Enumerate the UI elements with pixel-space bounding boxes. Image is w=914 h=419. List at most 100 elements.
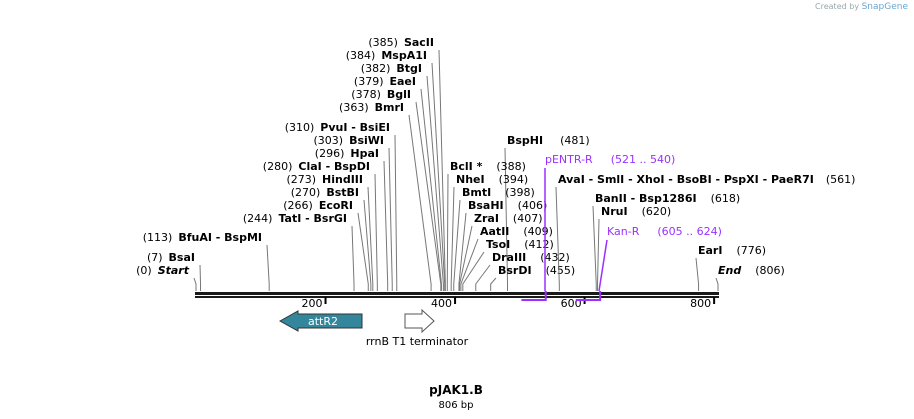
site-label-avai[interactable]: AvaI - SmlI - XhoI - BsoBI - PspXI - Pae… [558, 173, 855, 186]
site-connector-line [363, 199, 372, 291]
site-label-zrai[interactable]: ZraI (407) [474, 212, 543, 225]
snapgene-credit: Created by SnapGene [815, 2, 908, 12]
site-label-hpai[interactable]: (296) HpaI [315, 147, 379, 160]
site-label-ecori[interactable]: (266) EcoRI [283, 199, 353, 212]
site-name: NruI [601, 205, 628, 218]
site-position: (455) [546, 264, 576, 277]
site-connector-line [438, 49, 446, 291]
primer-binding-mark [575, 291, 602, 301]
site-position: (113) [143, 231, 173, 244]
site-label-end[interactable]: End (806) [718, 264, 785, 277]
site-label-bsrdi[interactable]: BsrDI (455) [498, 264, 575, 277]
site-connector-line [459, 225, 473, 291]
site-name: DraIII [492, 251, 526, 264]
site-label-nrui[interactable]: NruI (620) [601, 205, 671, 218]
site-name: BmrI [375, 101, 404, 114]
site-position: (806) [755, 264, 785, 277]
primer-label-kan-r[interactable]: Kan-R (605 .. 624) [607, 225, 722, 238]
site-label-banii[interactable]: BanII - Bsp1286I (618) [595, 192, 740, 205]
primer-label-pentr-r[interactable]: pENTR-R (521 .. 540) [545, 153, 675, 166]
site-label-bgli[interactable]: (378) BglI [351, 88, 411, 101]
site-connector-line [592, 205, 597, 291]
site-name: AvaI - SmlI - XhoI - BsoBI - PspXI - Pae… [558, 173, 814, 186]
site-position: (385) [368, 36, 398, 49]
site-label-hindiii[interactable]: (273) HindIII [286, 173, 363, 186]
site-name: BsaHI [468, 199, 504, 212]
credit-prefix: Created by [815, 2, 860, 11]
site-position: (7) [147, 251, 163, 264]
site-connector-line [420, 88, 442, 291]
site-position: (388) [496, 160, 526, 173]
site-position: (394) [499, 173, 529, 186]
site-connector-line [504, 147, 509, 291]
site-name: EaeI [390, 75, 417, 88]
site-name: ZraI [474, 212, 499, 225]
site-name: PvuI - BsiEI [320, 121, 390, 134]
site-label-bmti[interactable]: BmtI (398) [462, 186, 535, 199]
site-position: (618) [711, 192, 741, 205]
site-label-bmri[interactable]: (363) BmrI [339, 101, 404, 114]
feature-attr2-arrow[interactable] [278, 310, 363, 332]
site-position: (0) [136, 264, 152, 277]
site-label-tsoi[interactable]: TsoI (412) [486, 238, 554, 251]
site-connector-line [383, 160, 389, 291]
ruler-tick-label: 400 [431, 297, 452, 310]
site-position: (363) [339, 101, 369, 114]
site-name: EcoRI [319, 199, 353, 212]
site-connector-line [415, 101, 442, 291]
site-name: ClaI - BspDI [298, 160, 370, 173]
site-name: HindIII [322, 173, 363, 186]
site-label-draiii[interactable]: DraIII (432) [492, 251, 570, 264]
site-label-bsphi[interactable]: BspHI (481) [507, 134, 590, 147]
site-label-bcli[interactable]: BclI * (388) [450, 160, 526, 173]
site-name: BspHI [507, 134, 543, 147]
site-connector-line [351, 225, 355, 291]
site-position: (303) [313, 134, 343, 147]
site-label-tati[interactable]: (244) TatI - BsrGI [243, 212, 347, 225]
site-position: (270) [291, 186, 321, 199]
site-position: (432) [540, 251, 570, 264]
site-position: (407) [513, 212, 543, 225]
site-label-bsiwi[interactable]: (303) BsiWI [313, 134, 384, 147]
site-connector-line [460, 238, 479, 291]
site-label-btgi[interactable]: (382) BtgI [361, 62, 422, 75]
site-label-bfuai[interactable]: (113) BfuAI - BspMI [143, 231, 262, 244]
credit-brand: SnapGene [861, 2, 908, 12]
feature-rrnb-t1-terminator-arrow[interactable] [404, 308, 435, 334]
site-connector-line [199, 264, 202, 291]
site-name: BstBI [326, 186, 359, 199]
ruler-tick-label: 800 [690, 297, 711, 310]
site-name: BmtI [462, 186, 491, 199]
site-label-clai[interactable]: (280) ClaI - BspDI [263, 160, 370, 173]
site-label-mspa1i[interactable]: (384) MspA1I [346, 49, 427, 62]
site-label-bstbi[interactable]: (270) BstBI [291, 186, 359, 199]
site-position: (378) [351, 88, 381, 101]
ruler-tick-label: 200 [302, 297, 323, 310]
site-label-bsai[interactable]: (7) BsaI [147, 251, 195, 264]
site-name: EarI [698, 244, 722, 257]
site-name: TatI - BsrGI [278, 212, 347, 225]
site-connector-line [266, 244, 270, 291]
site-name: HpaI [350, 147, 379, 160]
site-position: (412) [524, 238, 554, 251]
site-label-aatii[interactable]: AatII (409) [480, 225, 553, 238]
site-position: (620) [642, 205, 672, 218]
primer-name: Kan-R [607, 225, 640, 238]
sequence-bar-top [195, 292, 719, 295]
site-connector-line [715, 277, 719, 291]
site-label-bsahi[interactable]: BsaHI (406) [468, 199, 547, 212]
primer-range: (605 .. 624) [657, 225, 722, 238]
site-connector-line [394, 134, 398, 291]
site-label-pvui[interactable]: (310) PvuI - BsiEI [285, 121, 390, 134]
site-label-eari[interactable]: EarI (776) [698, 244, 766, 257]
site-connector-line [408, 114, 432, 291]
site-name: BglI [387, 88, 411, 101]
site-position: (266) [283, 199, 313, 212]
site-label-sacii[interactable]: (385) SacII [368, 36, 434, 49]
site-position: (280) [263, 160, 293, 173]
site-label-start[interactable]: (0) Start [136, 264, 190, 277]
site-label-nhei[interactable]: NheI (394) [456, 173, 528, 186]
sequence-length: 806 bp [439, 400, 474, 411]
site-label-eaei[interactable]: (379) EaeI [354, 75, 416, 88]
